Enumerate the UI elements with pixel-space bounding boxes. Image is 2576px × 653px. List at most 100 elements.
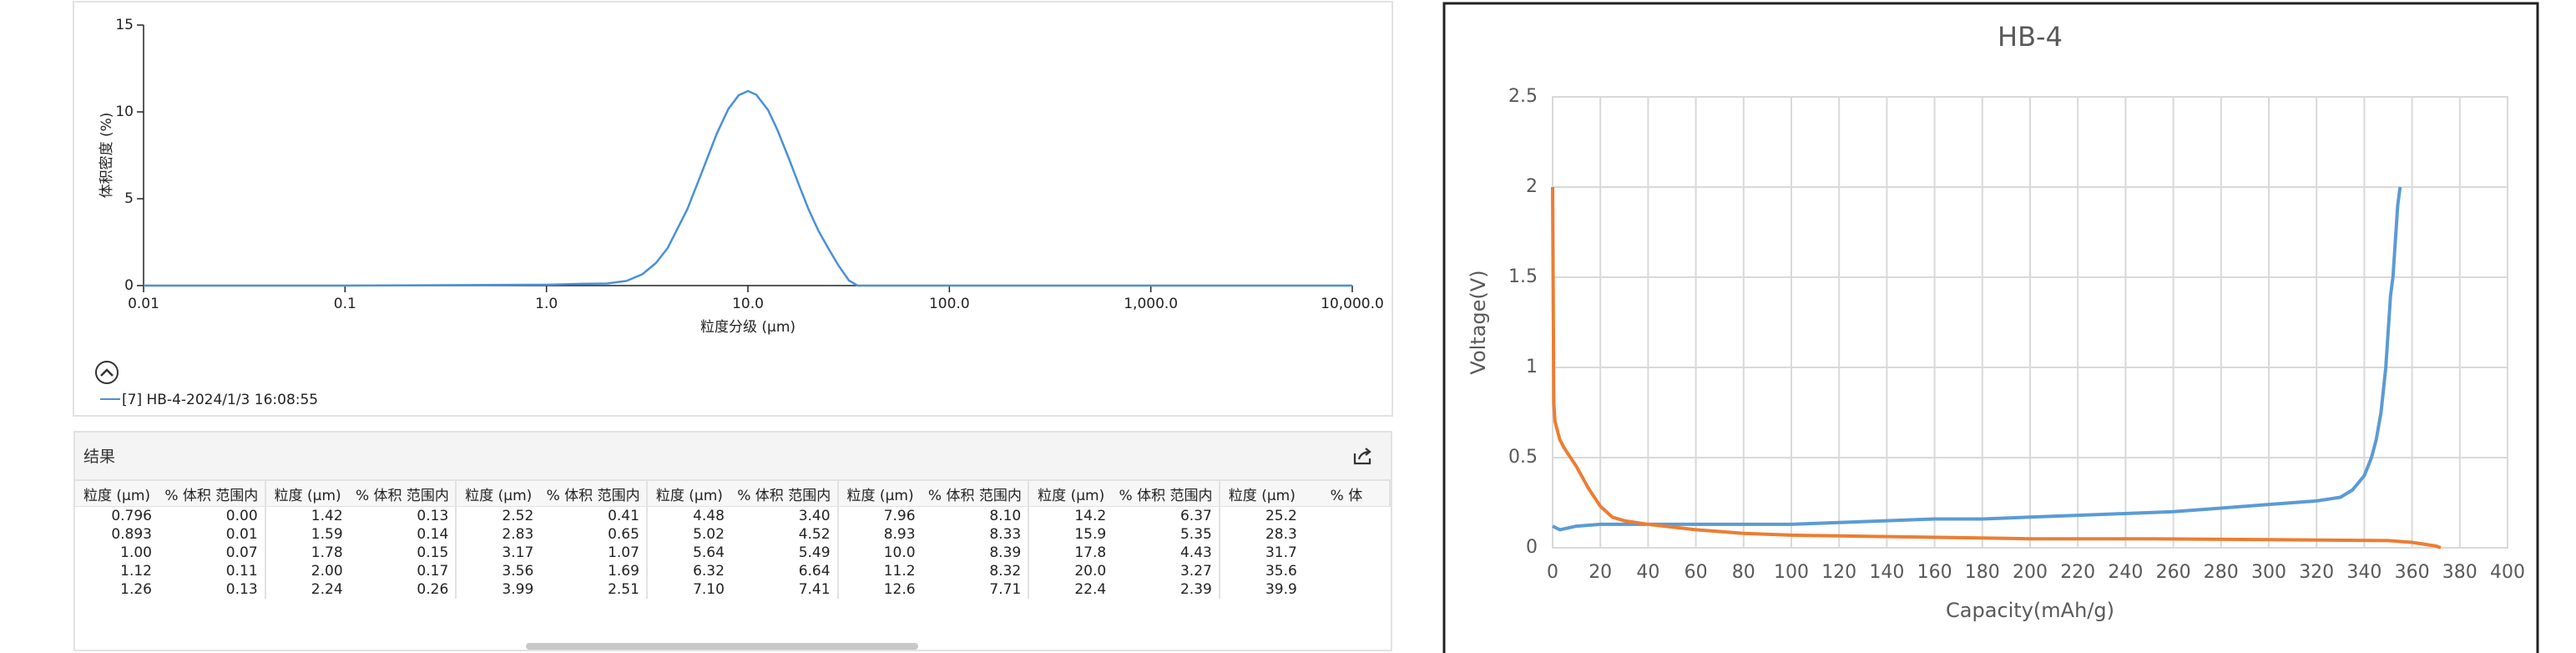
results-grid: 粒度 (μm)% 体积 范围内 粒度 (μm)% 体积 范围内 粒度 (μm)% 体… xyxy=(75,481,1391,599)
table-cell: 0.796 xyxy=(111,508,152,524)
table-cell: 1.78 xyxy=(311,544,343,561)
table-cell: 11.2 xyxy=(883,563,916,580)
table-cell: 0.14 xyxy=(349,525,457,544)
table-row: 1.26 0.13 2.24 0.26 3.99 2.51 7.10 7.41 12.6 7.71… xyxy=(75,580,1390,599)
table-cell: 2.24 xyxy=(311,581,343,598)
x-tick-label: 60 xyxy=(1685,562,1708,583)
x-tick-label: 80 xyxy=(1732,562,1755,583)
table-cell: 39.9 xyxy=(1265,581,1297,598)
data-line xyxy=(1552,186,2402,532)
table-cell: 2.52 xyxy=(502,508,534,524)
table-cell: 6.32 xyxy=(693,563,725,580)
y-tick-label: 0.5 xyxy=(1508,447,1538,468)
column-header: % 体积 范围内 xyxy=(922,481,1030,507)
x-tick-label: 300 xyxy=(2251,562,2286,583)
table-cell: 10.0 xyxy=(883,544,916,561)
table-cell: 0.01 xyxy=(159,525,266,544)
x-tick-label: 280 xyxy=(2204,562,2239,583)
table-cell: 3.17 xyxy=(502,544,534,561)
table-cell xyxy=(1304,562,1390,580)
x-tick-label: 20 xyxy=(1589,562,1612,583)
table-cell: 12.6 xyxy=(883,581,916,598)
x-tick-label: 100 xyxy=(1774,562,1809,583)
x-axis-label: Capacity(mAh/g) xyxy=(1946,599,2114,622)
x-tick-label: 120 xyxy=(1821,562,1856,583)
table-cell: 2.00 xyxy=(311,563,343,580)
x-tick-label: 360 xyxy=(2395,562,2430,583)
table-cell: 1.07 xyxy=(540,544,648,562)
table-cell: 3.56 xyxy=(502,563,534,580)
data-line xyxy=(144,89,1352,287)
table-cell: 1.00 xyxy=(120,544,152,561)
column-header: % 体积 范围内 xyxy=(159,481,266,507)
x-tick-label: 200 xyxy=(2013,562,2048,583)
table-cell: 0.13 xyxy=(159,580,266,599)
table-cell: 35.6 xyxy=(1265,563,1297,580)
y-axis-label: Voltage(V) xyxy=(1467,270,1490,374)
data-line xyxy=(1551,186,2442,549)
table-cell: 7.10 xyxy=(693,581,725,598)
table-cell: 0.17 xyxy=(349,562,457,580)
x-tick-label: 10,000.0 xyxy=(1321,296,1384,312)
y-tick-label: 5 xyxy=(124,190,134,207)
table-cell: 1.26 xyxy=(120,581,152,598)
column-header: 粒度 (μm) xyxy=(456,481,541,507)
table-cell: 8.32 xyxy=(922,562,1030,580)
x-tick-label: 40 xyxy=(1636,562,1659,583)
x-tick-label: 340 xyxy=(2346,562,2382,583)
table-cell: 3.40 xyxy=(730,506,839,525)
table-cell: 0.65 xyxy=(540,525,648,544)
x-tick-label: 10.0 xyxy=(732,296,764,312)
y-tick-label: 15 xyxy=(115,17,134,33)
table-row: 1.00 0.07 1.78 0.15 3.17 1.07 5.64 5.49 10.0 8.39… xyxy=(75,544,1390,562)
x-tick-label: 0.1 xyxy=(334,296,356,312)
x-tick-label: 0.01 xyxy=(128,296,159,312)
table-cell: 20.0 xyxy=(1074,563,1107,580)
table-cell: 0.07 xyxy=(159,544,266,562)
table-cell: 31.7 xyxy=(1265,544,1297,561)
table-cell: 0.15 xyxy=(349,544,457,562)
x-tick-label: 140 xyxy=(1869,562,1904,583)
y-tick-label: 2 xyxy=(1526,176,1538,197)
table-header: 结果 xyxy=(75,433,1391,481)
table-cell: 22.4 xyxy=(1074,581,1107,598)
scrollbar[interactable] xyxy=(526,643,918,650)
table-cell: 0.11 xyxy=(159,562,266,580)
y-tick-label: 2.5 xyxy=(1508,86,1538,107)
column-header: % 体积 范围内 xyxy=(540,481,648,507)
x-tick-label: 180 xyxy=(1965,562,2000,583)
column-header: 粒度 (μm) xyxy=(265,481,350,507)
table-cell: 17.8 xyxy=(1074,544,1107,561)
table-cell: 0.41 xyxy=(540,506,648,525)
table-cell: 1.12 xyxy=(120,563,152,580)
table-cell: 8.33 xyxy=(922,525,1030,544)
table-row: 1.12 0.11 2.00 0.17 3.56 1.69 6.32 6.64 11.2 8.32… xyxy=(75,562,1390,580)
table-cell: 7.41 xyxy=(730,580,839,599)
table-cell: 2.51 xyxy=(540,580,648,599)
table-cell: 1.69 xyxy=(540,562,648,580)
table-cell xyxy=(1304,507,1390,526)
table-cell: 3.99 xyxy=(502,581,534,598)
table-cell: 8.10 xyxy=(922,506,1030,525)
collapse-button[interactable] xyxy=(95,361,119,384)
table-cell: 7.96 xyxy=(883,508,916,524)
x-tick-label: 1.0 xyxy=(535,296,558,312)
x-tick-label: 160 xyxy=(1917,562,1952,583)
table-cell xyxy=(1304,544,1390,562)
table-cell: 1.59 xyxy=(311,526,343,543)
column-header: % 体积 范围内 xyxy=(349,481,457,507)
table-row: 0.796 0.00 1.42 0.13 2.52 0.41 4.48 3.40 7.96 8.1… xyxy=(75,506,1390,526)
table-cell: 2.83 xyxy=(502,526,534,543)
export-icon[interactable] xyxy=(1352,446,1374,466)
table-cell: 0.13 xyxy=(349,506,457,525)
column-header: % 体 xyxy=(1303,481,1391,507)
chart-panel xyxy=(1442,2,2539,653)
table-cell: 8.39 xyxy=(922,544,1030,562)
y-axis-label: 体积密度 (%) xyxy=(98,113,115,199)
table-cell: 5.35 xyxy=(1113,525,1220,544)
table-cell: 6.64 xyxy=(730,562,839,580)
x-tick-label: 100.0 xyxy=(929,296,970,312)
column-header: 粒度 (μm) xyxy=(1219,481,1304,507)
table-cell: 0.00 xyxy=(159,506,266,525)
